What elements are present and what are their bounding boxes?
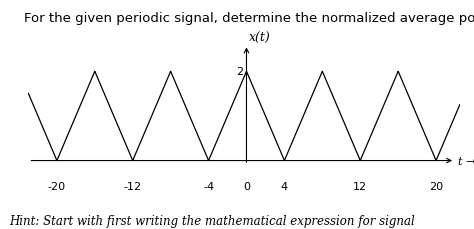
Text: x(t): x(t)	[249, 31, 271, 44]
Text: Hint: Start with first writing the mathematical expression for signal: Hint: Start with first writing the mathe…	[9, 214, 415, 227]
Text: t →: t →	[458, 156, 474, 166]
Text: For the given periodic signal, determine the normalized average power of x(t): For the given periodic signal, determine…	[24, 12, 474, 25]
Text: 2: 2	[237, 67, 244, 77]
